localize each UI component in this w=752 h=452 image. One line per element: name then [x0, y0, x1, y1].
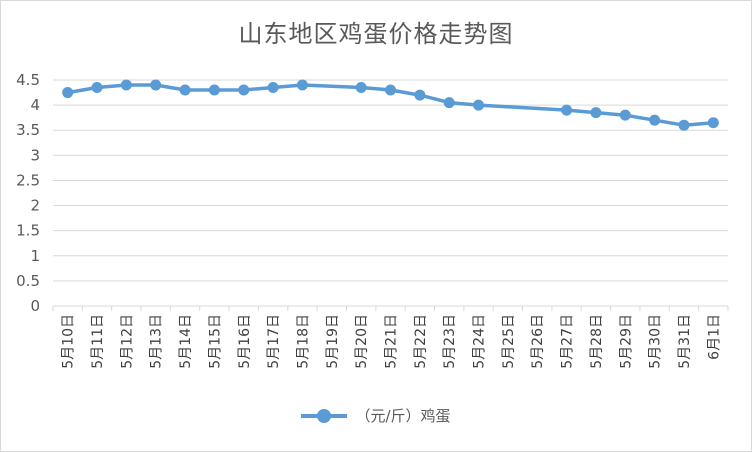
- data-point: [385, 84, 396, 96]
- chart-title: 山东地区鸡蛋价格走势图: [238, 20, 514, 48]
- data-point: [91, 82, 103, 94]
- x-tick-label: 5月11日: [90, 314, 106, 369]
- y-tick-label: 2.5: [16, 171, 40, 189]
- x-tick-label: 5月24日: [472, 314, 488, 369]
- x-tick-label: 5月15日: [207, 314, 223, 369]
- data-point: [120, 79, 132, 91]
- data-point: [590, 107, 602, 119]
- x-tick-label: 6月1日: [706, 314, 722, 360]
- x-tick-label: 5月26日: [530, 314, 546, 369]
- legend-series-label: （元/斤）鸡蛋: [355, 407, 451, 425]
- x-tick-label: 5月13日: [149, 314, 165, 369]
- x-tick-label: 5月29日: [618, 314, 634, 369]
- x-tick-label: 5月20日: [354, 314, 370, 369]
- y-tick-label: 1.5: [16, 222, 40, 240]
- legend-series-marker: [301, 408, 348, 423]
- data-point: [296, 79, 308, 91]
- y-tick-label: 0.5: [16, 272, 40, 290]
- data-point: [267, 82, 279, 94]
- y-tick-label: 3: [30, 146, 40, 164]
- data-point: [238, 84, 250, 96]
- x-tick-label: 5月19日: [325, 314, 341, 369]
- y-tick-label: 3.5: [16, 121, 40, 139]
- data-point: [473, 99, 485, 111]
- legend: （元/斤）鸡蛋: [0, 405, 752, 426]
- x-tick-label: 5月31日: [677, 314, 693, 369]
- y-tick-label: 4: [30, 96, 40, 114]
- x-tick-label: 5月18日: [295, 314, 311, 369]
- y-tick-label: 1: [30, 247, 40, 265]
- data-point: [62, 87, 74, 99]
- y-tick-label: 4.5: [16, 71, 40, 89]
- data-point: [443, 97, 455, 109]
- data-point: [355, 82, 367, 94]
- data-point: [414, 89, 426, 101]
- x-tick-label: 5月28日: [589, 314, 605, 369]
- data-point: [208, 84, 220, 96]
- y-tick-label: 0: [30, 297, 40, 315]
- x-tick-label: 5月21日: [384, 314, 400, 369]
- x-tick-label: 5月10日: [61, 314, 77, 369]
- data-point: [649, 114, 661, 126]
- data-point: [150, 79, 162, 91]
- x-tick-label: 5月22日: [413, 314, 429, 369]
- x-tick-label: 5月27日: [560, 314, 576, 369]
- x-tick-label: 5月30日: [648, 314, 664, 369]
- data-point: [561, 104, 573, 116]
- x-tick-label: 5月23日: [442, 314, 458, 369]
- data-point: [179, 84, 191, 96]
- data-point: [619, 109, 631, 121]
- x-tick-label: 5月14日: [178, 314, 194, 369]
- x-tick-label: 5月17日: [266, 314, 282, 369]
- x-tick-label: 5月12日: [119, 314, 135, 369]
- x-tick-label: 5月25日: [501, 314, 517, 369]
- x-tick-label: 5月16日: [237, 314, 253, 369]
- data-point: [678, 119, 690, 131]
- data-point: [707, 117, 719, 129]
- y-tick-label: 2: [30, 197, 40, 215]
